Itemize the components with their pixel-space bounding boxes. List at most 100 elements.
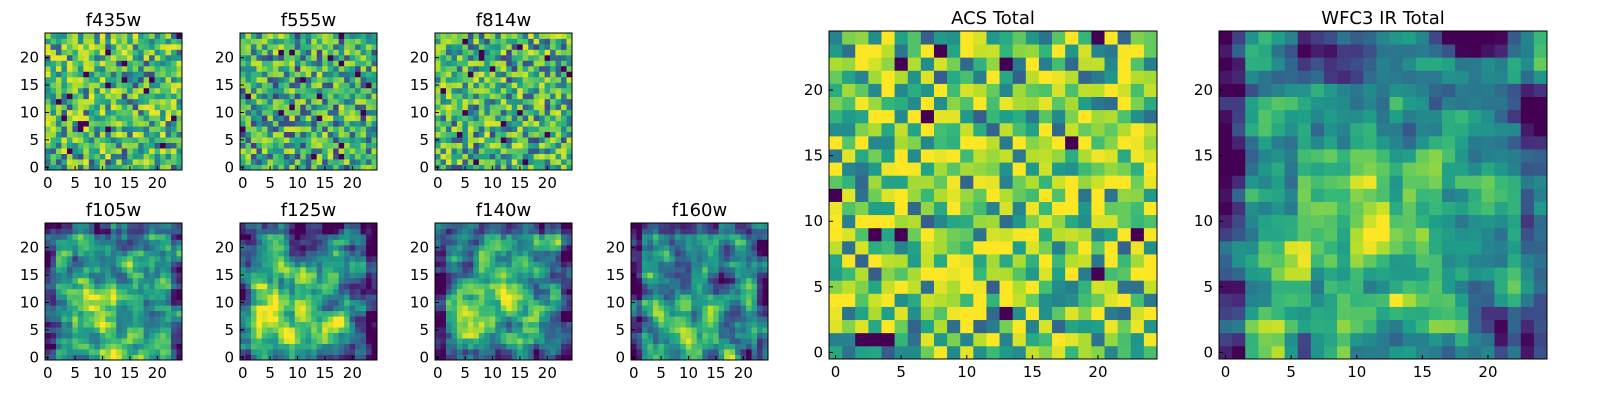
heatmap-cell <box>451 98 458 105</box>
heatmap-cell <box>72 43 79 50</box>
heatmap-cell <box>500 76 507 83</box>
heatmap-cell <box>506 349 513 355</box>
heatmap-cell <box>484 98 491 105</box>
heatmap-cell <box>658 349 665 355</box>
heatmap-cell <box>127 76 134 83</box>
heatmap-cell <box>533 266 540 273</box>
heatmap-cell <box>261 239 268 246</box>
heatmap-cell <box>366 142 372 149</box>
heatmap-cell <box>327 277 334 284</box>
heatmap-cell <box>72 288 79 295</box>
heatmap-cell <box>261 164 268 171</box>
heatmap-cell <box>528 332 535 339</box>
heatmap-cell <box>533 228 540 235</box>
heatmap-cell <box>894 280 909 294</box>
heatmap-cell <box>61 332 68 339</box>
heatmap-cell <box>451 310 458 317</box>
y-tick-label: 10 <box>20 293 39 311</box>
heatmap-cell <box>338 349 345 355</box>
heatmap-cell <box>478 87 485 94</box>
heatmap-cell <box>440 223 447 229</box>
heatmap-cell <box>116 142 123 149</box>
heatmap-cell <box>631 250 637 257</box>
heatmap-cell <box>495 338 502 344</box>
heatmap-cell <box>451 299 458 306</box>
heatmap-cell <box>522 43 529 50</box>
y-tick-label: 0 <box>419 348 429 366</box>
heatmap-cell <box>149 38 155 45</box>
heatmap-cell <box>473 60 480 67</box>
heatmap-cell <box>250 115 257 122</box>
heatmap-cell <box>94 321 101 328</box>
heatmap-cell <box>366 54 372 61</box>
heatmap-cell <box>445 299 452 306</box>
heatmap-cell <box>300 338 307 344</box>
heatmap-cell <box>746 327 752 333</box>
heatmap-cell <box>278 76 285 83</box>
heatmap-cell <box>718 272 725 279</box>
heatmap-cell <box>495 82 502 89</box>
heatmap-cell <box>176 65 183 72</box>
heatmap-cell <box>960 175 974 189</box>
heatmap-cell <box>338 272 345 279</box>
heatmap-cell <box>371 43 378 50</box>
heatmap-cell <box>77 148 84 154</box>
heatmap-cell <box>517 321 524 328</box>
heatmap-cell <box>663 228 670 235</box>
heatmap-cell <box>522 343 529 350</box>
heatmap-cell <box>685 255 692 262</box>
heatmap-cell <box>283 343 290 350</box>
heatmap-cell <box>316 310 323 317</box>
heatmap-cell <box>495 244 502 251</box>
heatmap-cell <box>94 131 101 138</box>
heatmap-cell <box>478 109 485 116</box>
heatmap-cell <box>544 294 551 301</box>
heatmap-cell <box>500 332 507 339</box>
heatmap-cell <box>333 343 340 350</box>
heatmap-cell <box>256 305 263 312</box>
heatmap-cell <box>1052 319 1066 334</box>
heatmap-cell <box>366 354 372 361</box>
heatmap-cell <box>261 310 268 317</box>
heatmap-cell <box>360 288 367 295</box>
heatmap-cell <box>272 321 279 328</box>
heatmap-cell <box>735 261 741 268</box>
heatmap-cell <box>757 277 763 284</box>
heatmap-cell <box>66 120 73 127</box>
heatmap-cell <box>143 255 150 262</box>
heatmap-cell <box>256 49 263 56</box>
y-tick-label: 10 <box>410 293 429 311</box>
heatmap-cell <box>171 126 177 133</box>
heatmap-cell <box>539 354 545 361</box>
heatmap-cell <box>829 306 843 321</box>
heatmap-cell <box>881 175 895 189</box>
heatmap-cell <box>500 137 507 143</box>
heatmap-cell <box>500 277 507 284</box>
heatmap-cell <box>105 250 112 257</box>
heatmap-cell <box>55 148 62 154</box>
heatmap-cell <box>94 349 101 355</box>
heatmap-cell <box>713 223 720 229</box>
heatmap-cell <box>920 149 935 163</box>
heatmap-cell <box>322 49 329 56</box>
heatmap-cell <box>344 109 350 116</box>
heatmap-cell <box>322 104 329 111</box>
heatmap-cell <box>647 288 654 295</box>
heatmap-cell <box>240 261 246 268</box>
heatmap-cell <box>986 332 1000 347</box>
heatmap-cell <box>105 54 112 61</box>
heatmap-cell <box>473 332 480 339</box>
heatmap-cell <box>550 261 556 268</box>
heatmap-cell <box>478 288 485 295</box>
heatmap-cell <box>322 299 329 306</box>
heatmap-cell <box>176 38 183 45</box>
heatmap-cell <box>669 228 676 235</box>
heatmap-cell <box>138 261 145 268</box>
heatmap-cell <box>160 228 166 235</box>
heatmap-cell <box>349 233 356 240</box>
heatmap-cell <box>440 310 447 317</box>
x-tick-label: 10 <box>288 364 307 382</box>
heatmap-cell <box>349 261 356 268</box>
heatmap-cell <box>283 137 290 143</box>
